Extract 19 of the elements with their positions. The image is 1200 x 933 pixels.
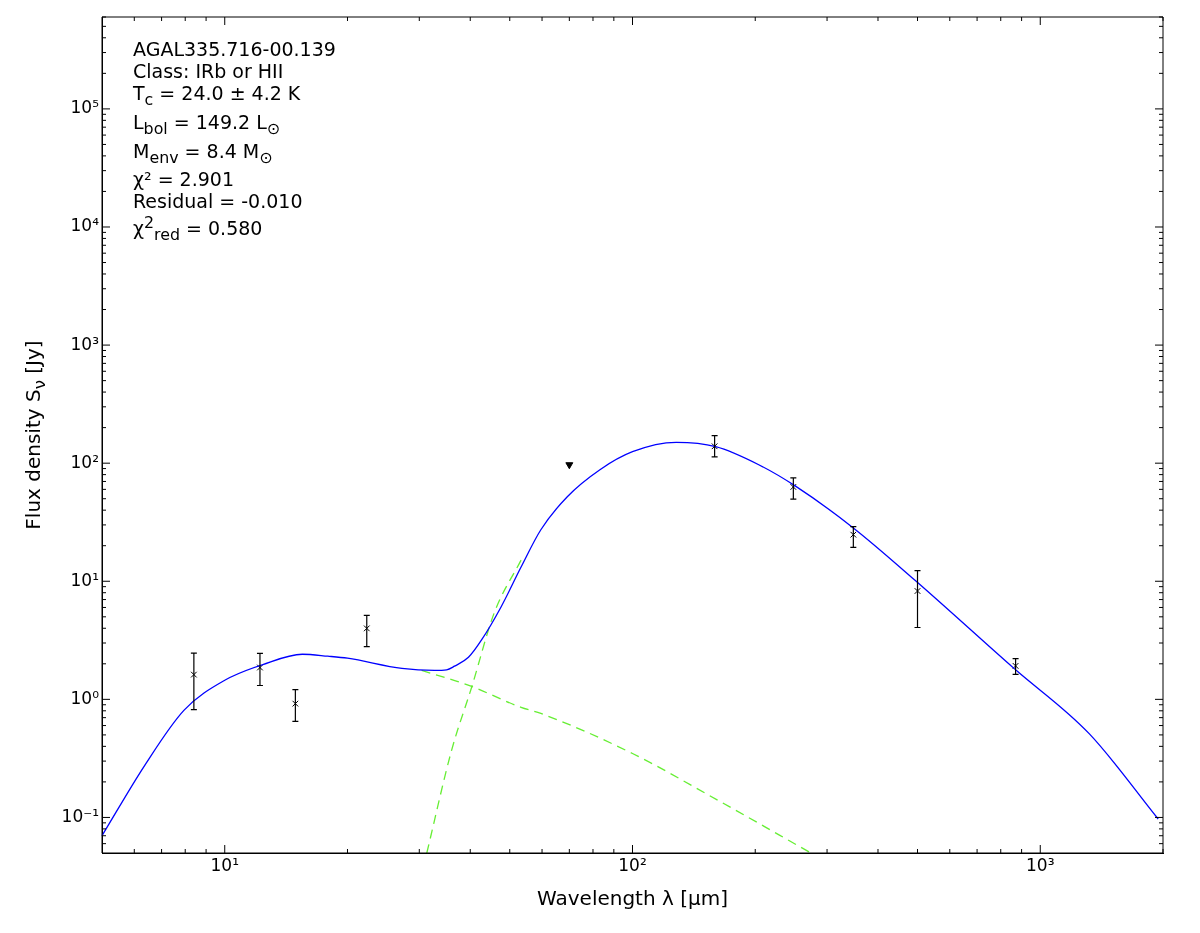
y-tick-label: 10⁵ <box>70 97 99 118</box>
y-tick-label: 10⁻¹ <box>61 805 99 826</box>
annotation: χ² = 2.901 <box>133 168 235 191</box>
annotation: Class: IRb or HII <box>133 60 285 82</box>
annotation: M$_{env}$ = 8.4 M$_{⊙}$ <box>133 139 274 169</box>
x-tick-label: 10¹ <box>210 854 239 875</box>
annotation: χ$^{2}$$_{red}$ = 0.580 <box>133 212 264 247</box>
annotation: AGAL335.716-00.139 <box>133 38 336 60</box>
x-tick-label: 10³ <box>1026 854 1055 875</box>
y-tick-label: 10⁴ <box>70 215 100 236</box>
x-axis-title: Wavelength λ [μm] <box>536 886 729 910</box>
annotation: L$_{bol}$ = 149.2 L$_{⊙}$ <box>133 110 282 140</box>
y-tick-label: 10³ <box>70 333 99 354</box>
annotation: Residual = -0.010 <box>133 190 304 213</box>
y-tick-label: 10¹ <box>70 569 99 590</box>
y-tick-label: 10⁰ <box>70 687 100 708</box>
y-tick-label: 10² <box>70 451 99 472</box>
annotation: T$_{c}$ = 24.0 ± 4.2 K <box>133 82 302 111</box>
x-tick-label: 10² <box>618 854 647 875</box>
